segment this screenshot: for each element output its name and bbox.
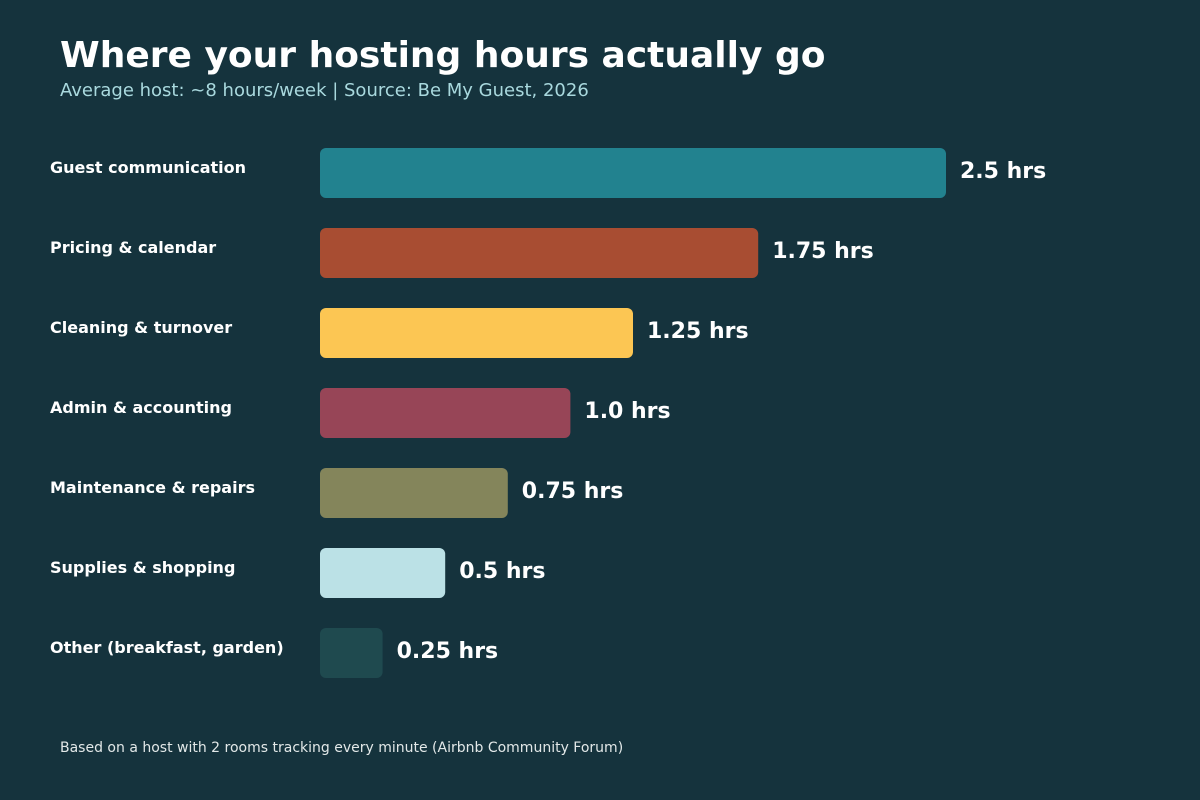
- value-label: 0.5 hrs: [459, 559, 545, 584]
- footnote: Based on a host with 2 rooms tracking ev…: [60, 740, 624, 756]
- bar: [320, 548, 446, 598]
- category-label: Maintenance & repairs: [50, 478, 255, 497]
- value-label: 0.25 hrs: [397, 639, 499, 664]
- bar: [320, 308, 633, 358]
- value-label: 1.75 hrs: [772, 239, 874, 264]
- category-label: Cleaning & turnover: [50, 318, 232, 337]
- bar: [320, 468, 508, 518]
- category-label: Admin & accounting: [50, 398, 232, 417]
- category-label: Other (breakfast, garden): [50, 638, 284, 657]
- value-label: 2.5 hrs: [960, 159, 1046, 184]
- category-label: Guest communication: [50, 158, 246, 177]
- bar: [320, 228, 759, 278]
- bar: [320, 628, 383, 678]
- bar: [320, 148, 946, 198]
- category-label: Supplies & shopping: [50, 558, 235, 577]
- category-label: Pricing & calendar: [50, 238, 216, 257]
- chart-subtitle: Average host: ~8 hours/week | Source: Be…: [60, 80, 589, 101]
- chart-title: Where your hosting hours actually go: [60, 35, 826, 76]
- value-label: 1.0 hrs: [584, 399, 670, 424]
- value-label: 0.75 hrs: [522, 479, 624, 504]
- bar: [320, 388, 571, 438]
- value-label: 1.25 hrs: [647, 319, 749, 344]
